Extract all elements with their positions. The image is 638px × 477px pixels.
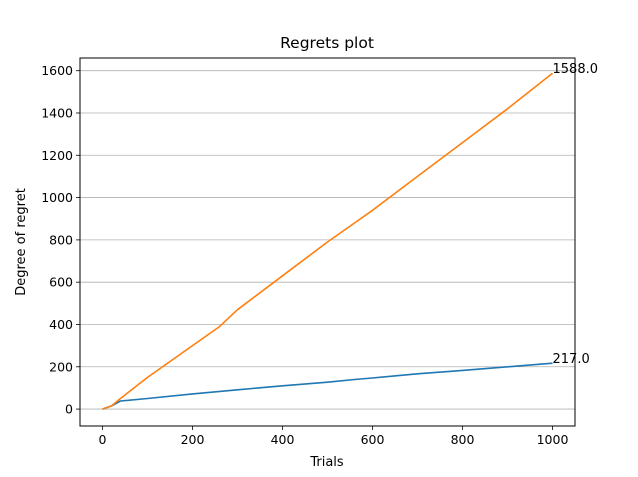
x-tick-label: 400 bbox=[271, 432, 295, 447]
y-tick-label: 800 bbox=[49, 232, 73, 247]
x-axis-label: Trials bbox=[309, 455, 344, 470]
series-line-2 bbox=[102, 72, 553, 410]
series-line-1 bbox=[102, 362, 553, 410]
y-tick-label: 1000 bbox=[41, 190, 73, 205]
y-tick-label: 0 bbox=[65, 402, 73, 417]
y-axis-label: Degree of regret bbox=[14, 188, 29, 296]
x-tick-label: 200 bbox=[181, 432, 205, 447]
y-tick-label: 400 bbox=[49, 317, 73, 332]
x-tick-label: 0 bbox=[99, 432, 107, 447]
end-value-annotation: 217.0 bbox=[553, 352, 590, 367]
y-tick-label: 1400 bbox=[41, 105, 73, 120]
plot-frame bbox=[79, 57, 576, 427]
y-tick-label: 1200 bbox=[41, 148, 73, 163]
x-tick-label: 800 bbox=[451, 432, 475, 447]
y-tick-label: 1600 bbox=[41, 63, 73, 78]
x-tick-label: 1000 bbox=[537, 432, 569, 447]
y-tick-label: 200 bbox=[49, 359, 73, 374]
series-layer bbox=[102, 72, 553, 410]
end-value-annotation: 1588.0 bbox=[553, 62, 599, 77]
tick-layer: 0 200 400 600 800 1000 1200 1400 1600 0 200 400 600 8… bbox=[41, 63, 568, 447]
annotation-layer: 1588.0 217.0 bbox=[553, 62, 599, 367]
y-tick-label: 600 bbox=[49, 275, 73, 290]
x-tick-label: 600 bbox=[361, 432, 385, 447]
chart-title: Regrets plot bbox=[280, 34, 374, 52]
